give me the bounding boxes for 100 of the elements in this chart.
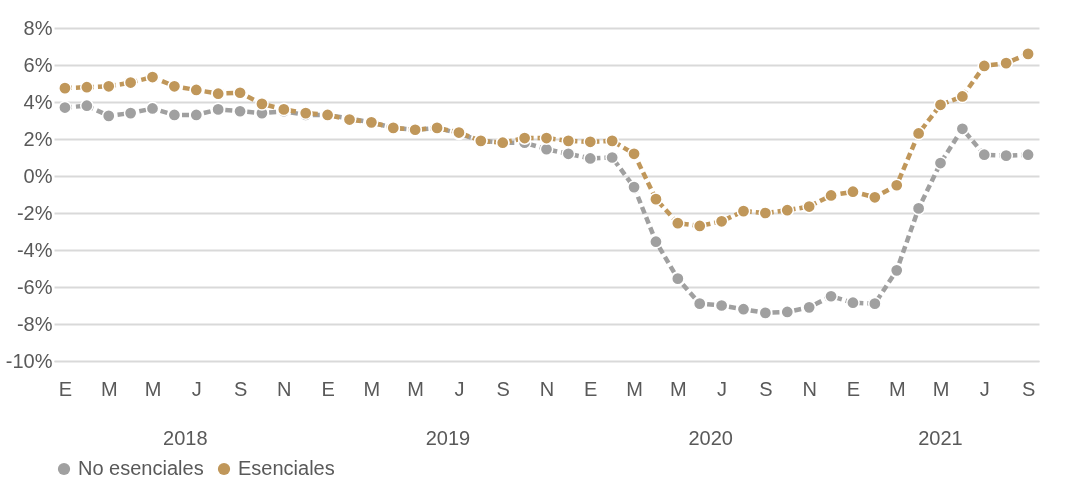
x-tick-label: M [363,377,381,400]
point [802,199,817,214]
y-tick-label: -4% [16,238,53,261]
point [233,85,247,100]
point [649,234,663,249]
point [101,109,116,123]
point [211,86,226,101]
point [999,56,1014,71]
point [692,219,707,233]
point [867,296,882,311]
point [977,59,992,73]
legend-label: Esenciales [238,457,335,479]
point [1021,47,1035,61]
point [911,126,926,141]
point [123,106,138,120]
x-tick-label: S [759,377,773,400]
x-tick-label: M [932,377,950,400]
y-tick-label: -2% [16,201,53,224]
point [649,192,663,206]
point [211,102,226,117]
point [846,295,860,310]
x-tick-label: E [846,377,861,400]
point [867,190,882,205]
point [189,83,204,97]
point [758,206,773,220]
x-tick-label: J [454,377,465,400]
point [824,289,838,304]
x-tick-label: E [58,377,73,400]
point [846,184,860,199]
x-tick-label: N [802,377,817,400]
x-tick-label: S [1021,377,1036,400]
x-tick-label: N [277,377,292,400]
point [955,89,970,104]
point [145,70,160,84]
point [583,151,598,166]
point [736,204,751,219]
point [233,104,247,119]
point [1021,147,1035,162]
y-tick-label: 2% [23,127,53,150]
point [561,133,576,148]
x-tick-label: M [888,377,906,400]
point [627,146,641,161]
x-tick-label: J [717,377,728,400]
point [670,216,685,231]
x-tick-label: J [191,377,202,400]
point [889,263,904,278]
point [189,108,204,122]
point [955,121,970,136]
point [627,180,641,194]
point [802,300,817,315]
y-tick-label: -6% [16,275,53,298]
point [79,80,94,95]
point [605,150,620,165]
point [780,203,795,218]
point [692,296,707,311]
x-tick-label: M [670,377,687,400]
text: 2021 [918,427,963,449]
point [583,134,598,149]
point [911,201,926,216]
point [58,100,72,115]
point [670,271,685,286]
y-tick-label: 6% [23,53,53,76]
point [889,178,904,193]
point [933,97,948,112]
x-tick-label: M [144,377,162,400]
point [561,146,576,161]
x-tick-label: E [321,377,335,400]
y-tick-label: -8% [16,312,53,335]
x-tick-label: S [233,377,248,400]
x-tick-label: N [539,377,555,400]
x-tick-label: J [979,377,990,400]
point [780,305,795,319]
x-tick-label: M [626,377,643,400]
point [145,101,160,116]
point [517,131,532,145]
point [714,214,729,229]
point [167,79,182,94]
point [605,133,620,148]
x-tick-label: S [496,377,510,400]
point [167,108,182,122]
y-tick-label: -10% [5,349,53,372]
point [58,81,72,95]
x-tick-label: M [407,377,424,400]
point [539,131,554,145]
legend-label: No esenciales [78,457,204,479]
point [255,96,269,111]
point [736,302,751,317]
point [123,75,138,90]
text: 2018 [163,427,208,449]
point [758,306,773,320]
point [999,148,1014,163]
x-tick-label: E [584,377,598,400]
point [933,156,948,170]
text: 2020 [688,427,733,449]
y-tick-label: 0% [23,164,53,187]
x-tick-label: M [100,377,118,400]
point [977,147,992,162]
point [79,98,94,113]
y-tick-label: 8% [23,16,53,39]
y-tick-label: 4% [23,90,53,113]
